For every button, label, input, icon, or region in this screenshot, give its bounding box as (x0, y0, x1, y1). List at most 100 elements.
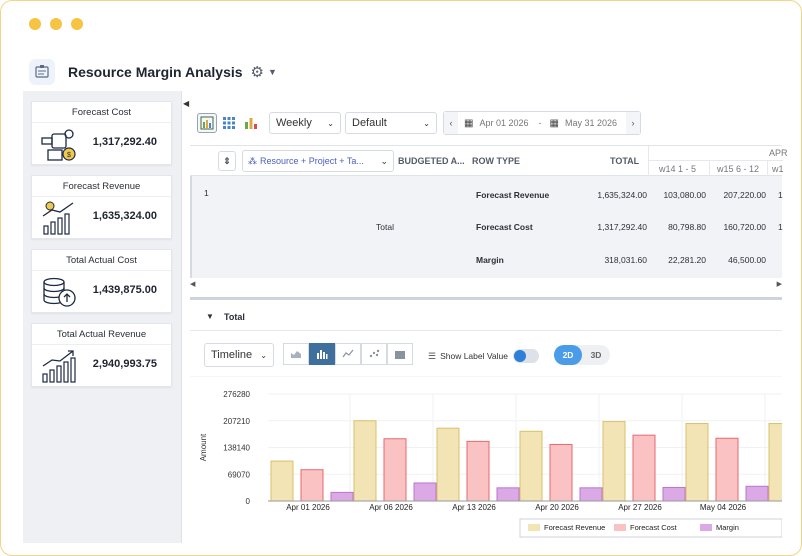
chart-type-buttons (283, 343, 413, 365)
area-chart-icon[interactable] (283, 343, 309, 365)
total-section-label: Total (224, 312, 245, 322)
week-header[interactable]: w15 6 - 12 (717, 164, 760, 174)
line-chart-icon[interactable] (335, 343, 361, 365)
scatter-chart-icon[interactable] (361, 343, 387, 365)
previous-period-button[interactable]: ‹ (444, 112, 458, 134)
group-by-chip[interactable]: ⁂ Resource + Project + Ta... ⌄ (242, 150, 394, 172)
kpi-value: 1,317,292.40 (92, 136, 157, 148)
bar-margin (413, 482, 437, 502)
collapse-left-icon[interactable]: ◀ (183, 99, 190, 108)
row-total: 1,635,324.00 (597, 190, 647, 200)
row-type: Margin (476, 255, 504, 265)
minimize-window-dot[interactable] (50, 18, 62, 30)
bar-forecast-revenue (436, 427, 460, 502)
kpi-card-total-actual-cost: Total Actual Cost 1,439,875.00 (31, 249, 172, 313)
bar-margin (496, 487, 520, 502)
stacked-bar-icon[interactable] (387, 343, 413, 365)
bar-forecast-cost (300, 469, 324, 502)
scroll-left-icon[interactable]: ◀ (190, 281, 196, 288)
bar-forecast-revenue (270, 460, 294, 502)
row-type: Forecast Revenue (476, 190, 550, 200)
bar-chart-icon[interactable] (309, 343, 335, 365)
legend-label: Forecast Cost (630, 523, 678, 532)
data-grid: ⇕ ⁂ Resource + Project + Ta... ⌄ BUDGETE… (190, 145, 788, 295)
scroll-right-icon[interactable]: ▶ (776, 281, 782, 288)
view-select-value: Default (352, 117, 387, 129)
calendar-icon[interactable]: ▦ (464, 117, 474, 129)
grid-body: 1 Total Forecast Revenue 1,635,324.00 10… (190, 176, 783, 278)
y-tick-label: 138140 (223, 444, 250, 453)
chevron-down-icon: ⌄ (380, 155, 388, 166)
kpi-value: 1,439,875.00 (92, 284, 157, 296)
legend-swatch (700, 524, 712, 531)
expand-collapse-icon[interactable]: ⇕ (218, 151, 236, 171)
row-total: 318,031.60 (604, 255, 647, 265)
date-to[interactable]: May 31 2026 (564, 118, 617, 128)
bar-forecast-revenue (353, 420, 377, 502)
bar-forecast-cost (383, 438, 407, 502)
y-axis-label: Amount (199, 433, 208, 461)
bar-forecast-revenue (768, 423, 782, 502)
week-header[interactable]: w14 1 - 5 (659, 164, 697, 174)
horizontal-scrollbar[interactable]: ◀ ▶ (190, 281, 782, 289)
week-header[interactable]: w1 (772, 164, 784, 174)
coin-stack-icon (43, 277, 76, 307)
x-tick-label: Apr 06 2026 (369, 503, 413, 512)
grid-header: ⇕ ⁂ Resource + Project + Ta... ⌄ BUDGETE… (190, 146, 788, 176)
column-header-budgeted[interactable]: BUDGETED A... (398, 156, 465, 166)
bar-forecast-cost (549, 443, 573, 502)
grid-chart-view-icon[interactable] (197, 113, 217, 133)
month-label: APR (769, 148, 788, 158)
mode-3d-button[interactable]: 3D (590, 350, 602, 360)
calendar-icon[interactable]: ▦ (549, 117, 559, 129)
section-splitter[interactable] (190, 297, 782, 300)
gear-icon[interactable]: ⚙ (250, 64, 264, 81)
kpi-value: 1,635,324.00 (92, 210, 157, 222)
chevron-down-icon: ⌄ (327, 118, 334, 128)
kpi-value: 2,940,993.75 (92, 358, 157, 370)
view-select[interactable]: Default ⌄ (345, 112, 437, 134)
chart-view-icon[interactable] (241, 113, 261, 133)
date-range-picker: ‹ ▦ Apr 01 2026 - ▦ May 31 2026 › (443, 111, 641, 135)
svg-text:$: $ (67, 152, 71, 159)
column-header-row-type[interactable]: ROW TYPE (472, 156, 521, 166)
pane-divider[interactable] (181, 91, 182, 543)
legend-box (519, 518, 782, 538)
close-window-dot[interactable] (29, 18, 41, 30)
kpi-sidebar: Forecast Cost $ 1,317,292.40 Forecast Re… (23, 91, 181, 543)
bar-margin (579, 487, 603, 502)
group-icon: ⁂ (248, 155, 257, 166)
date-from[interactable]: Apr 01 2026 (479, 118, 529, 128)
report-icon (29, 59, 55, 85)
kpi-title: Forecast Cost (71, 107, 132, 118)
bar-margin (330, 491, 354, 502)
column-header-total[interactable]: TOTAL (610, 156, 640, 166)
chart-kind-value: Timeline (211, 349, 253, 361)
bar-forecast-revenue (519, 430, 543, 502)
maximize-window-dot[interactable] (71, 18, 83, 30)
bar-forecast-cost (632, 434, 656, 502)
row-week-value: 80,798.80 (668, 222, 706, 232)
grid-toolbar: Weekly ⌄ Default ⌄ ‹ ▦ Apr 01 2026 - ▦ M… (197, 111, 641, 135)
period-select[interactable]: Weekly ⌄ (269, 112, 341, 134)
chevron-down-icon[interactable]: ▼ (268, 67, 277, 77)
row-week-value: 160,720.00 (723, 222, 766, 232)
bar-forecast-revenue (685, 423, 709, 502)
dimension-switch: 2D 3D (554, 345, 610, 365)
show-label-toggle[interactable] (512, 349, 539, 363)
caret-down-icon[interactable]: ▼ (206, 312, 214, 321)
y-tick-label: 0 (246, 497, 251, 506)
kpi-card-forecast-cost: Forecast Cost $ 1,317,292.40 (31, 101, 172, 165)
chart-kind-select[interactable]: Timeline ⌄ (204, 343, 274, 367)
chevron-down-icon: ⌄ (260, 350, 267, 360)
next-period-button[interactable]: › (626, 112, 640, 134)
kpi-title: Forecast Revenue (62, 181, 141, 192)
list-icon: ☰ (428, 350, 437, 361)
mode-2d-button[interactable]: 2D (554, 345, 582, 365)
total-section-header[interactable]: ▼ Total (190, 301, 782, 331)
show-label-toggle-group: ☰ Show Label Value (428, 349, 539, 363)
bar-forecast-revenue (602, 421, 626, 502)
grid-view-icon[interactable] (219, 113, 239, 133)
page-header: Resource Margin Analysis ⚙ ▼ (29, 59, 277, 85)
bar-forecast-cost (715, 437, 739, 502)
